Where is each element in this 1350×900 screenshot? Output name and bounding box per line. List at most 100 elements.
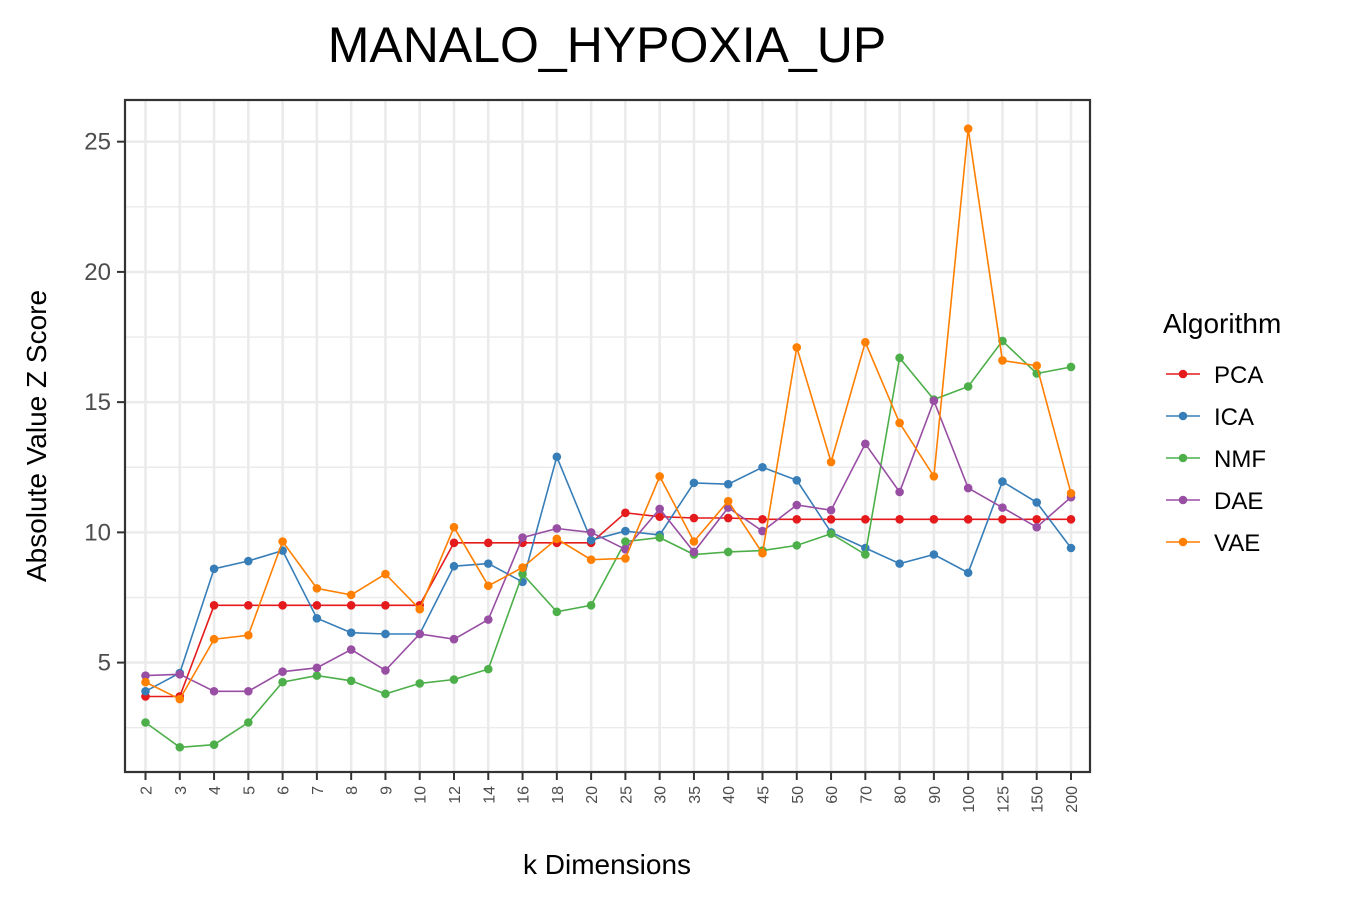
series-line-dae: [145, 398, 1072, 693]
data-point-dae: [586, 528, 596, 537]
x-tick-label: 7: [310, 786, 327, 795]
data-point-ica: [552, 452, 562, 462]
data-point-pca: [963, 515, 973, 524]
data-point-ica: [689, 478, 699, 488]
x-tick-label: 3: [173, 786, 190, 795]
plot-series: [141, 124, 1076, 752]
x-tick-label: 200: [1064, 786, 1081, 813]
data-point-vae: [861, 337, 870, 347]
x-tick-label: 5: [241, 786, 258, 795]
data-point-ica: [963, 568, 973, 578]
data-point-pca: [209, 601, 219, 610]
data-point-vae: [209, 634, 219, 644]
data-point-pca: [278, 601, 287, 610]
data-point-pca: [1032, 515, 1042, 524]
data-point-ica: [244, 556, 253, 566]
legend-marker-ica: [1178, 411, 1188, 421]
data-point-ica: [1032, 498, 1042, 507]
data-point-pca: [312, 601, 322, 610]
x-tick-label: 10: [413, 786, 430, 804]
x-tick-label: 20: [584, 786, 601, 804]
data-point-dae: [415, 629, 425, 639]
series-pca: [141, 508, 1076, 701]
x-tick-label: 18: [550, 786, 567, 804]
data-point-nmf: [381, 689, 390, 699]
legend-title: Algorithm: [1163, 308, 1281, 339]
data-point-vae: [655, 472, 664, 481]
data-point-vae: [244, 630, 253, 640]
x-tick-label: 80: [893, 786, 910, 804]
x-tick-label: 40: [721, 786, 738, 804]
data-point-vae: [381, 569, 390, 579]
data-point-ica: [929, 550, 939, 559]
data-point-dae: [689, 547, 699, 557]
data-point-dae: [244, 686, 253, 696]
x-axis: 2 3 4 5 6 7 8 9 10 12 14 16 18 20 25 30 35 40 45 50 60 70 80 90…: [139, 772, 1081, 813]
data-point-vae: [415, 604, 425, 614]
data-point-pca: [861, 515, 870, 524]
legend-label-vae: VAE: [1214, 530, 1260, 557]
data-point-dae: [483, 615, 493, 624]
data-point-vae: [826, 457, 836, 467]
data-point-nmf: [518, 569, 527, 579]
data-point-nmf: [312, 671, 322, 680]
x-tick-label: 6: [276, 786, 293, 795]
x-tick-label: 125: [995, 786, 1012, 813]
data-point-dae: [312, 663, 322, 673]
data-point-vae: [483, 581, 493, 591]
x-tick-label: 150: [1030, 786, 1047, 813]
data-point-pca: [826, 515, 836, 524]
legend-item-dae: DAE: [1166, 488, 1263, 515]
legend-marker-vae: [1178, 537, 1188, 547]
series-line-nmf: [145, 339, 1072, 749]
y-tick-label: 5: [98, 650, 111, 677]
data-point-pca: [723, 513, 733, 523]
data-point-pca: [998, 515, 1007, 524]
legend-item-nmf: NMF: [1166, 446, 1266, 473]
data-point-nmf: [415, 679, 425, 688]
data-point-vae: [586, 555, 596, 565]
data-point-dae: [655, 504, 664, 514]
data-point-nmf: [895, 353, 904, 363]
data-point-pca: [1066, 515, 1076, 524]
data-point-dae: [792, 500, 802, 510]
data-point-dae: [175, 670, 185, 679]
chart-title: MANALO_HYPOXIA_UP: [328, 17, 887, 73]
data-point-nmf: [826, 529, 836, 538]
x-tick-label: 60: [824, 786, 841, 804]
plot-panel-border: [123, 98, 1092, 774]
data-point-nmf: [621, 537, 630, 546]
y-axis: 5 10 15 20 25: [84, 129, 125, 677]
data-point-dae: [895, 487, 904, 497]
data-point-vae: [552, 534, 562, 544]
x-tick-label: 50: [790, 786, 807, 804]
data-point-ica: [312, 614, 322, 623]
series-nmf: [141, 336, 1076, 752]
legend: Algorithm PCA ICA NMF DAE VAE: [1163, 308, 1281, 557]
x-tick-label: 25: [618, 786, 635, 804]
data-point-dae: [209, 686, 219, 696]
data-point-dae: [929, 396, 939, 406]
data-point-nmf: [1066, 362, 1076, 372]
legend-label-pca: PCA: [1214, 362, 1263, 389]
x-tick-label: 70: [858, 786, 875, 804]
data-point-dae: [861, 439, 870, 449]
legend-marker-nmf: [1178, 453, 1188, 463]
data-point-nmf: [209, 740, 219, 749]
data-point-nmf: [655, 533, 664, 542]
x-tick-label: 45: [756, 786, 773, 804]
data-point-nmf: [963, 382, 973, 391]
x-tick-label: 4: [207, 786, 224, 795]
data-point-ica: [449, 561, 459, 571]
x-tick-label: 12: [447, 786, 464, 804]
x-tick-label: 16: [516, 786, 533, 804]
series-dae: [141, 396, 1076, 696]
y-tick-label: 15: [84, 389, 111, 416]
data-point-nmf: [141, 718, 150, 727]
data-point-ica: [381, 629, 390, 639]
legend-label-nmf: NMF: [1214, 446, 1266, 473]
data-point-ica: [723, 479, 733, 489]
legend-item-vae: VAE: [1166, 530, 1260, 557]
data-point-ica: [792, 475, 802, 485]
